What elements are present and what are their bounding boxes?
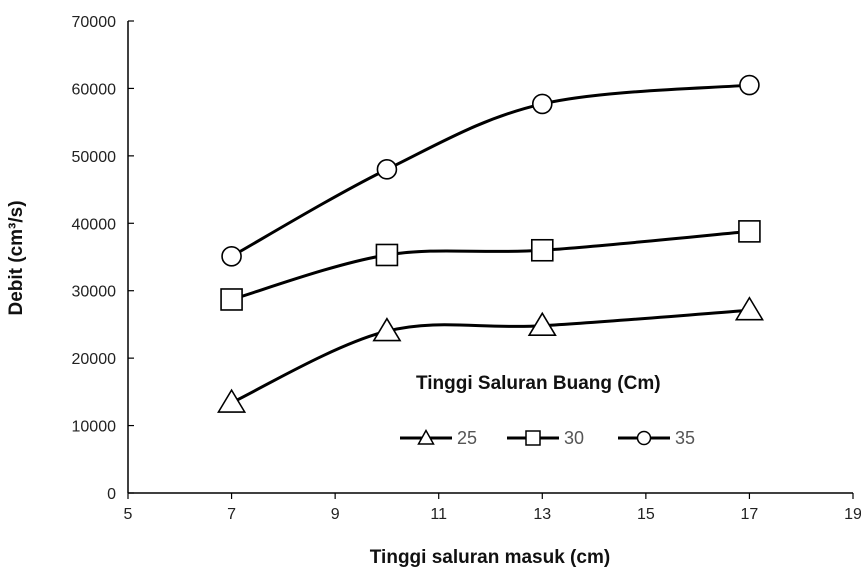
y-tick-label: 20000 [72, 351, 117, 368]
point-25 [217, 388, 247, 413]
x-tick-label: 9 [331, 506, 340, 523]
y-tick-label: 60000 [72, 81, 117, 98]
legend-marker-35 [636, 430, 652, 446]
y-tick-label: 70000 [72, 14, 117, 31]
y-tick-label: 0 [107, 486, 116, 503]
point-30 [220, 288, 243, 311]
series-lines [230, 83, 750, 405]
axes [127, 20, 854, 499]
series-line-30 [231, 229, 750, 301]
point-35 [221, 246, 242, 267]
x-axis-title: Tinggi saluran masuk (cm) [370, 547, 610, 568]
x-tick-labels: 5 7 9 11 13 15 17 19 [124, 506, 861, 523]
x-tick-label: 7 [227, 506, 236, 523]
y-tick-label: 50000 [72, 149, 117, 166]
point-25 [527, 311, 557, 336]
legend-label-35: 35 [675, 428, 695, 448]
point-25 [372, 317, 402, 342]
y-tick-label: 40000 [72, 216, 117, 233]
legend-title: Tinggi Saluran Buang (Cm) [416, 373, 661, 394]
legend-label-30: 30 [564, 428, 584, 448]
point-35 [739, 74, 760, 96]
x-tick-label: 13 [533, 506, 551, 523]
point-25 [734, 296, 764, 321]
legend-label-25: 25 [457, 428, 477, 448]
y-tick-label: 10000 [72, 419, 117, 436]
x-tick-label: 11 [430, 506, 447, 523]
y-tick-label: 30000 [72, 284, 117, 301]
legend: 25 30 35 [400, 428, 695, 448]
point-35 [376, 159, 398, 180]
point-30 [738, 220, 761, 243]
x-tick-label: 19 [844, 506, 861, 523]
series-line-35 [230, 83, 750, 258]
point-30 [530, 238, 554, 262]
point-35 [531, 93, 553, 115]
x-tick-label: 5 [124, 506, 133, 523]
point-30 [375, 243, 399, 267]
legend-marker-30 [525, 430, 541, 446]
series-markers [217, 74, 764, 413]
y-tick-labels: 0 10000 20000 30000 40000 50000 60000 70000 [72, 14, 117, 503]
y-axis-title: Debit (cm³/s) [6, 200, 27, 315]
legend-marker-25 [417, 428, 435, 445]
x-tick-label: 17 [741, 506, 759, 523]
x-tick-label: 15 [637, 506, 655, 523]
series-line-25 [230, 308, 750, 405]
